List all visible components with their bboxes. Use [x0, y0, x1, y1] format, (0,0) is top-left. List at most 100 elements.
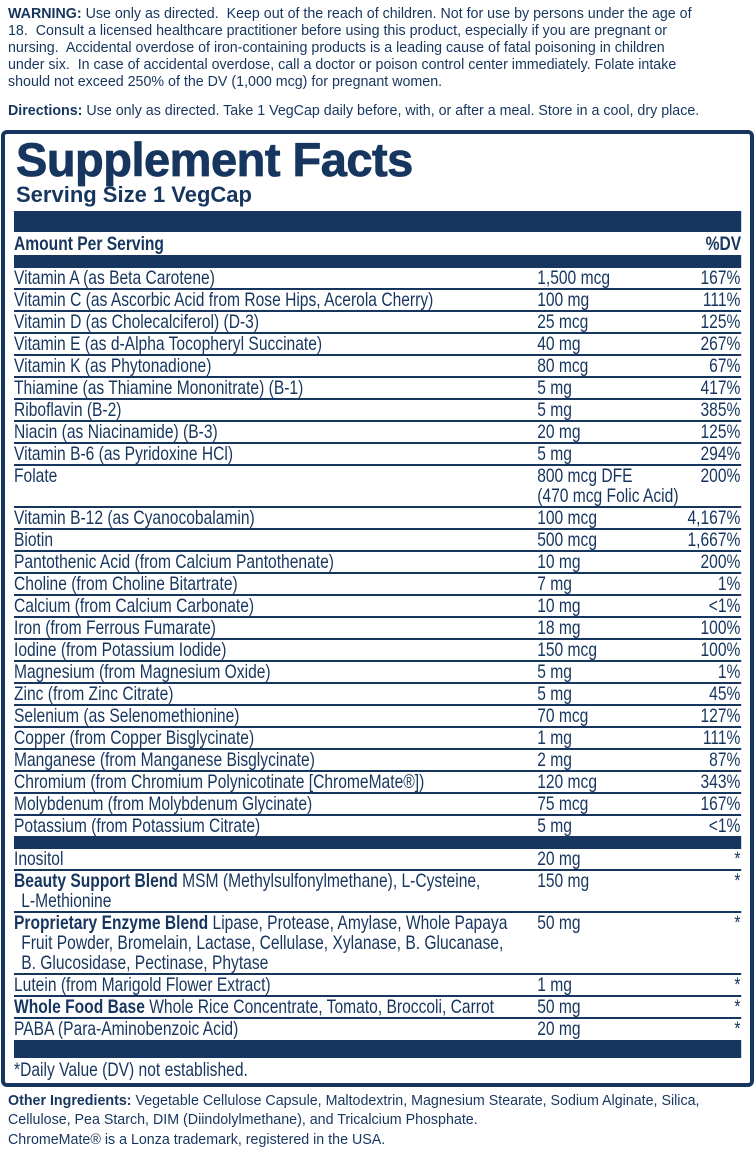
- ingredient-dv: 167%: [700, 793, 741, 815]
- table-row: Vitamin C (as Ascorbic Acid from Rose Hi…: [14, 288, 742, 311]
- table-row: Vitamin K (as Phytonadione) 80 mcg 67%: [14, 354, 742, 377]
- ingredient-amount: 50 mg: [537, 913, 671, 973]
- ingredient-amount: 100 mcg: [537, 508, 671, 528]
- ingredient-amount: 20 mg: [537, 422, 671, 442]
- ingredient-dv: 125%: [700, 421, 741, 443]
- ingredient-amount: 18 mg: [537, 618, 671, 638]
- ingredient-name: Molybdenum (from Molybdenum Glycinate): [14, 794, 537, 814]
- table-row: Niacin (as Niacinamide) (B-3) 20 mg 125%: [14, 420, 742, 443]
- panel-title: Supplement Facts: [16, 133, 414, 186]
- ingredient-name: Riboflavin (B-2): [14, 400, 537, 420]
- ingredient-amount: 1 mg: [537, 728, 671, 748]
- ingredient-amount: 120 mcg: [537, 772, 671, 792]
- table-row: Inositol 20 mg *: [14, 849, 741, 869]
- ingredient-name: Chromium (from Chromium Polynicotinate […: [14, 772, 537, 792]
- ingredient-dv: 67%: [709, 355, 741, 377]
- amount-line: 20 mg: [537, 421, 581, 443]
- ingredient-name-text: MSM (Methylsulfonylmethane), L-Cysteine,…: [21, 870, 481, 912]
- ingredient-amount: 50 mg: [537, 997, 671, 1017]
- ingredient-amount: 20 mg: [537, 849, 671, 869]
- ingredient-name: Manganese (from Manganese Bisglycinate): [14, 750, 537, 770]
- amount-line: 800 mcg DFE: [537, 465, 633, 487]
- amount-line: 50 mg: [537, 912, 581, 934]
- ingredient-name-text: Pantothenic Acid (from Calcium Pantothen…: [14, 551, 334, 573]
- table-row: Chromium (from Chromium Polynicotinate […: [14, 770, 742, 792]
- ingredient-amount: 5 mg: [537, 444, 671, 464]
- ingredient-dv: 125%: [700, 311, 741, 333]
- label-footer-text: Other Ingredients: Vegetable Cellulose C…: [0, 1087, 755, 1149]
- table-row: Iodine (from Potassium Iodide) 150 mcg 100…: [14, 638, 742, 660]
- ingredient-dv: 267%: [700, 333, 741, 355]
- ingredient-dv: 200%: [700, 465, 741, 487]
- ingredient-amount: 10 mg: [537, 596, 671, 616]
- ingredient-amount: 150 mg: [537, 871, 671, 911]
- ingredient-name-text: Vitamin E (as d-Alpha Tocopheryl Succina…: [14, 333, 323, 355]
- ingredient-name-text: Selenium (as Selenomethionine): [14, 705, 240, 727]
- ingredient-name-text: Niacin (as Niacinamide) (B-3): [14, 421, 218, 443]
- amount-line-2: (470 mcg Folic Acid): [537, 485, 679, 507]
- ingredient-name: Iodine (from Potassium Iodide): [14, 640, 537, 660]
- amount-line: 20 mg: [537, 1018, 581, 1040]
- table-row: Whole Food Base Whole Rice Concentrate, …: [14, 995, 742, 1017]
- other-ingredients-text: Vegetable Cellulose Capsule, Maltodextri…: [8, 1092, 700, 1128]
- ingredient-amount: 5 mg: [537, 400, 671, 420]
- ingredient-name: Lutein (from Marigold Flower Extract): [14, 975, 537, 995]
- amount-line: 100 mcg: [537, 507, 598, 529]
- amount-line: 1 mg: [537, 974, 572, 996]
- ingredient-name: Copper (from Copper Bisglycinate): [14, 728, 537, 748]
- trademark-note: ChromeMate® is a Lonza trademark, regist…: [8, 1131, 386, 1148]
- amount-line: 1,500 mcg: [537, 267, 611, 289]
- ingredient-name: Vitamin D (as Cholecalciferol) (D-3): [14, 312, 537, 332]
- ingredient-amount: 1 mg: [537, 975, 671, 995]
- ingredient-name: Selenium (as Selenomethionine): [14, 706, 537, 726]
- warning-text: Use only as directed. Keep out of the re…: [8, 5, 692, 90]
- table-row: Vitamin E (as d-Alpha Tocopheryl Succina…: [14, 332, 742, 355]
- amount-line: 5 mg: [537, 815, 572, 837]
- ingredient-name: Calcium (from Calcium Carbonate): [14, 596, 537, 616]
- directions-text: Use only as directed. Take 1 VegCap dail…: [82, 102, 700, 119]
- ingredient-name-text: Inositol: [14, 848, 64, 870]
- table-row: Vitamin A (as Beta Carotene) 1,500 mcg 167…: [14, 268, 741, 288]
- facts-table: Amount Per Serving %DV Vitamin A (as Bet…: [14, 211, 742, 1081]
- table-row: Iron (from Ferrous Fumarate) 18 mg 100%: [14, 616, 742, 638]
- amount-line: 10 mg: [537, 595, 581, 617]
- ingredient-dv: *: [734, 912, 741, 934]
- ingredient-amount: 10 mg: [537, 552, 671, 572]
- ingredient-dv: *: [734, 974, 741, 996]
- amount-line: 7 mg: [537, 573, 572, 595]
- amount-line: 50 mg: [537, 996, 581, 1018]
- dv-footnote: *Daily Value (DV) not established.: [14, 1059, 248, 1081]
- ingredient-name: Inositol: [14, 849, 537, 869]
- table-row: Pantothenic Acid (from Calcium Pantothen…: [14, 550, 742, 573]
- ingredient-name-text: Molybdenum (from Molybdenum Glycinate): [14, 793, 313, 815]
- ingredient-dv: 45%: [709, 683, 741, 705]
- ingredient-name: Whole Food Base Whole Rice Concentrate, …: [14, 997, 537, 1017]
- ingredient-name: Vitamin B-6 (as Pyridoxine HCl): [14, 444, 537, 464]
- ingredient-dv: 417%: [700, 377, 741, 399]
- ingredient-name-text: Potassium (from Potassium Citrate): [14, 815, 261, 837]
- ingredient-amount: 5 mg: [537, 662, 671, 682]
- ingredient-name-text: Riboflavin (B-2): [14, 399, 122, 421]
- table-row: Vitamin D (as Cholecalciferol) (D-3) 25 m…: [14, 310, 742, 333]
- ingredient-name-text: Vitamin C (as Ascorbic Acid from Rose Hi…: [14, 289, 434, 311]
- ingredient-dv: 4,167%: [687, 507, 741, 529]
- ingredient-name: PABA (Para-Aminobenzoic Acid): [14, 1019, 537, 1039]
- ingredient-name-text: Magnesium (from Magnesium Oxide): [14, 661, 271, 683]
- ingredient-amount: 500 mcg: [537, 530, 671, 550]
- ingredient-name-bold: Whole Food Base: [14, 996, 145, 1018]
- table-row: Biotin 500 mcg 1,667%: [14, 528, 742, 550]
- ingredient-name-text: Zinc (from Zinc Citrate): [14, 683, 174, 705]
- amount-line: 120 mcg: [537, 771, 598, 793]
- ingredient-name-text: Vitamin A (as Beta Carotene): [14, 267, 215, 289]
- ingredient-name-bold: Proprietary Enzyme Blend: [14, 912, 209, 934]
- ingredient-name: Vitamin E (as d-Alpha Tocopheryl Succina…: [14, 334, 537, 354]
- ingredient-amount: 70 mcg: [537, 706, 671, 726]
- table-row: Thiamine (as Thiamine Mononitrate) (B-1)…: [14, 376, 742, 399]
- ingredient-amount: 25 mcg: [537, 312, 671, 332]
- ingredient-amount: 7 mg: [537, 574, 671, 594]
- ingredient-name: Vitamin B-12 (as Cyanocobalamin): [14, 508, 537, 528]
- amount-per-serving-label: Amount Per Serving: [14, 233, 164, 255]
- ingredient-dv: 127%: [700, 705, 741, 727]
- ingredient-dv: *: [734, 1018, 741, 1040]
- table-row: Vitamin B-12 (as Cyanocobalamin) 100 mcg 4…: [14, 506, 742, 529]
